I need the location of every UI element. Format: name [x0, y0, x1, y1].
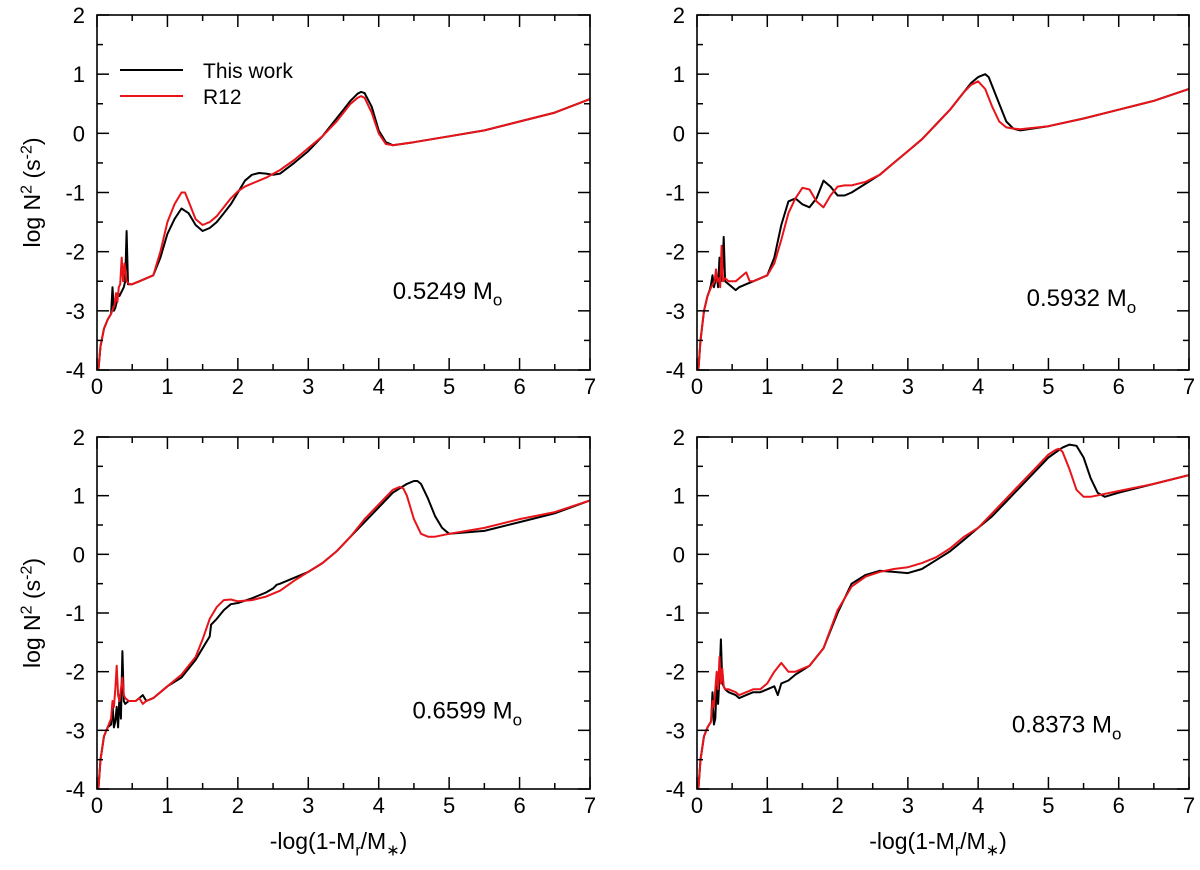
x-tick-label: 6: [1113, 374, 1125, 399]
y-tick-label: 2: [73, 3, 85, 28]
y-tick-label: 2: [673, 3, 685, 28]
y-tick-label: 0: [673, 542, 685, 567]
x-axis-label: -log(1-Mr​/M∗​): [270, 828, 408, 859]
x-tick-label: 2: [232, 374, 244, 399]
x-tick-label: 2: [232, 793, 244, 818]
x-tick-label: 3: [302, 793, 314, 818]
y-tick-label: -3: [665, 299, 685, 324]
legend-label: This work: [203, 60, 293, 83]
y-tick-label: -4: [665, 777, 685, 802]
y-tick-label: -2: [65, 660, 85, 685]
x-tick-label: 5: [443, 374, 455, 399]
x-tick-label: 4: [972, 374, 984, 399]
x-tick-label: 4: [373, 374, 385, 399]
y-axis-label: log N2​ (s-2​): [18, 558, 45, 668]
y-tick-label: -4: [65, 777, 85, 802]
y-tick-label: 0: [73, 121, 85, 146]
x-tick-label: 7: [1183, 374, 1195, 399]
y-tick-label: -3: [65, 299, 85, 324]
x-tick-label: 0: [691, 793, 703, 818]
x-tick-label: 1: [161, 374, 173, 399]
y-tick-label: -1: [665, 181, 685, 206]
y-tick-label: -1: [65, 181, 85, 206]
x-tick-label: 5: [443, 793, 455, 818]
y-tick-label: 0: [73, 542, 85, 567]
x-tick-label: 0: [91, 793, 103, 818]
x-tick-label: 2: [831, 793, 843, 818]
x-tick-label: 7: [584, 793, 596, 818]
x-tick-label: 1: [761, 374, 773, 399]
panel-mass-label: 0.8373 Mo​: [1012, 712, 1122, 744]
legend-label: R12: [203, 86, 242, 109]
y-tick-label: 1: [673, 62, 685, 87]
series-line-r12: [97, 485, 590, 789]
series-line-r12: [697, 447, 1189, 789]
x-tick-label: 0: [691, 374, 703, 399]
x-tick-label: 3: [902, 793, 914, 818]
x-tick-label: 4: [373, 793, 385, 818]
y-tick-label: 0: [673, 121, 685, 146]
plot-frame: [96, 436, 591, 790]
y-tick-label: 1: [73, 484, 85, 509]
y-tick-label: -1: [665, 601, 685, 626]
x-tick-label: 0: [91, 374, 103, 399]
panel-mass-label: 0.6599 Mo​: [413, 698, 523, 730]
x-tick-label: 3: [302, 374, 314, 399]
plot-frame: [696, 14, 1190, 371]
x-tick-label: 1: [761, 793, 773, 818]
y-tick-label: -4: [65, 358, 85, 383]
panel-mass-label: 0.5249 Mo​: [393, 278, 503, 310]
panel-mass-label: 0.5932 Mo​: [1027, 285, 1137, 317]
y-tick-label: -2: [665, 240, 685, 265]
series-line-r12: [97, 95, 590, 370]
y-tick-label: -3: [665, 718, 685, 743]
chart-panel-1: 0 1 2 3 4 5 6 7 -4 -3 -2 -1 0 1 2 0.5249 Mo​ log N2​ (s-…: [18, 3, 596, 399]
y-tick-label: -3: [65, 718, 85, 743]
x-tick-label: 7: [584, 374, 596, 399]
chart-panel-3: 0 1 2 3 4 5 6 7 -4 -3 -2 -1 0 1 2 0.6599 Mo​ log N2​ (s-…: [18, 425, 596, 859]
y-tick-label: -4: [665, 358, 685, 383]
series-line-this-work: [97, 90, 590, 370]
series-line-this-work: [697, 73, 1189, 370]
x-tick-label: 3: [902, 374, 914, 399]
y-tick-label: 1: [73, 62, 85, 87]
x-tick-label: 5: [1042, 374, 1054, 399]
y-axis-label: log N2​ (s-2​): [18, 137, 45, 247]
x-tick-label: 6: [1113, 793, 1125, 818]
chart-panel-2: 0 1 2 3 4 5 6 7 -4 -3 -2 -1 0 1 2 0.5932 Mo​: [665, 3, 1195, 399]
series-line-this-work: [97, 480, 590, 789]
y-tick-label: 1: [673, 484, 685, 509]
x-axis-label: -log(1-Mr​/M∗​): [869, 828, 1007, 859]
x-tick-label: 7: [1183, 793, 1195, 818]
y-tick-label: -2: [65, 240, 85, 265]
y-tick-label: -2: [665, 660, 685, 685]
x-tick-label: 4: [972, 793, 984, 818]
x-tick-label: 5: [1042, 793, 1054, 818]
y-tick-label: -1: [65, 601, 85, 626]
x-tick-label: 1: [161, 793, 173, 818]
y-tick-label: 2: [73, 425, 85, 450]
series-line-r12: [697, 80, 1189, 370]
x-tick-label: 2: [831, 374, 843, 399]
chart-panel-4: 0 1 2 3 4 5 6 7 -4 -3 -2 -1 0 1 2 0.8373 Mo​ -log(1-Mr​/…: [665, 425, 1195, 859]
x-tick-label: 6: [513, 793, 525, 818]
y-tick-label: 2: [673, 425, 685, 450]
plot-frame: [96, 14, 591, 371]
legend: This work R12: [120, 60, 293, 109]
x-tick-label: 6: [513, 374, 525, 399]
